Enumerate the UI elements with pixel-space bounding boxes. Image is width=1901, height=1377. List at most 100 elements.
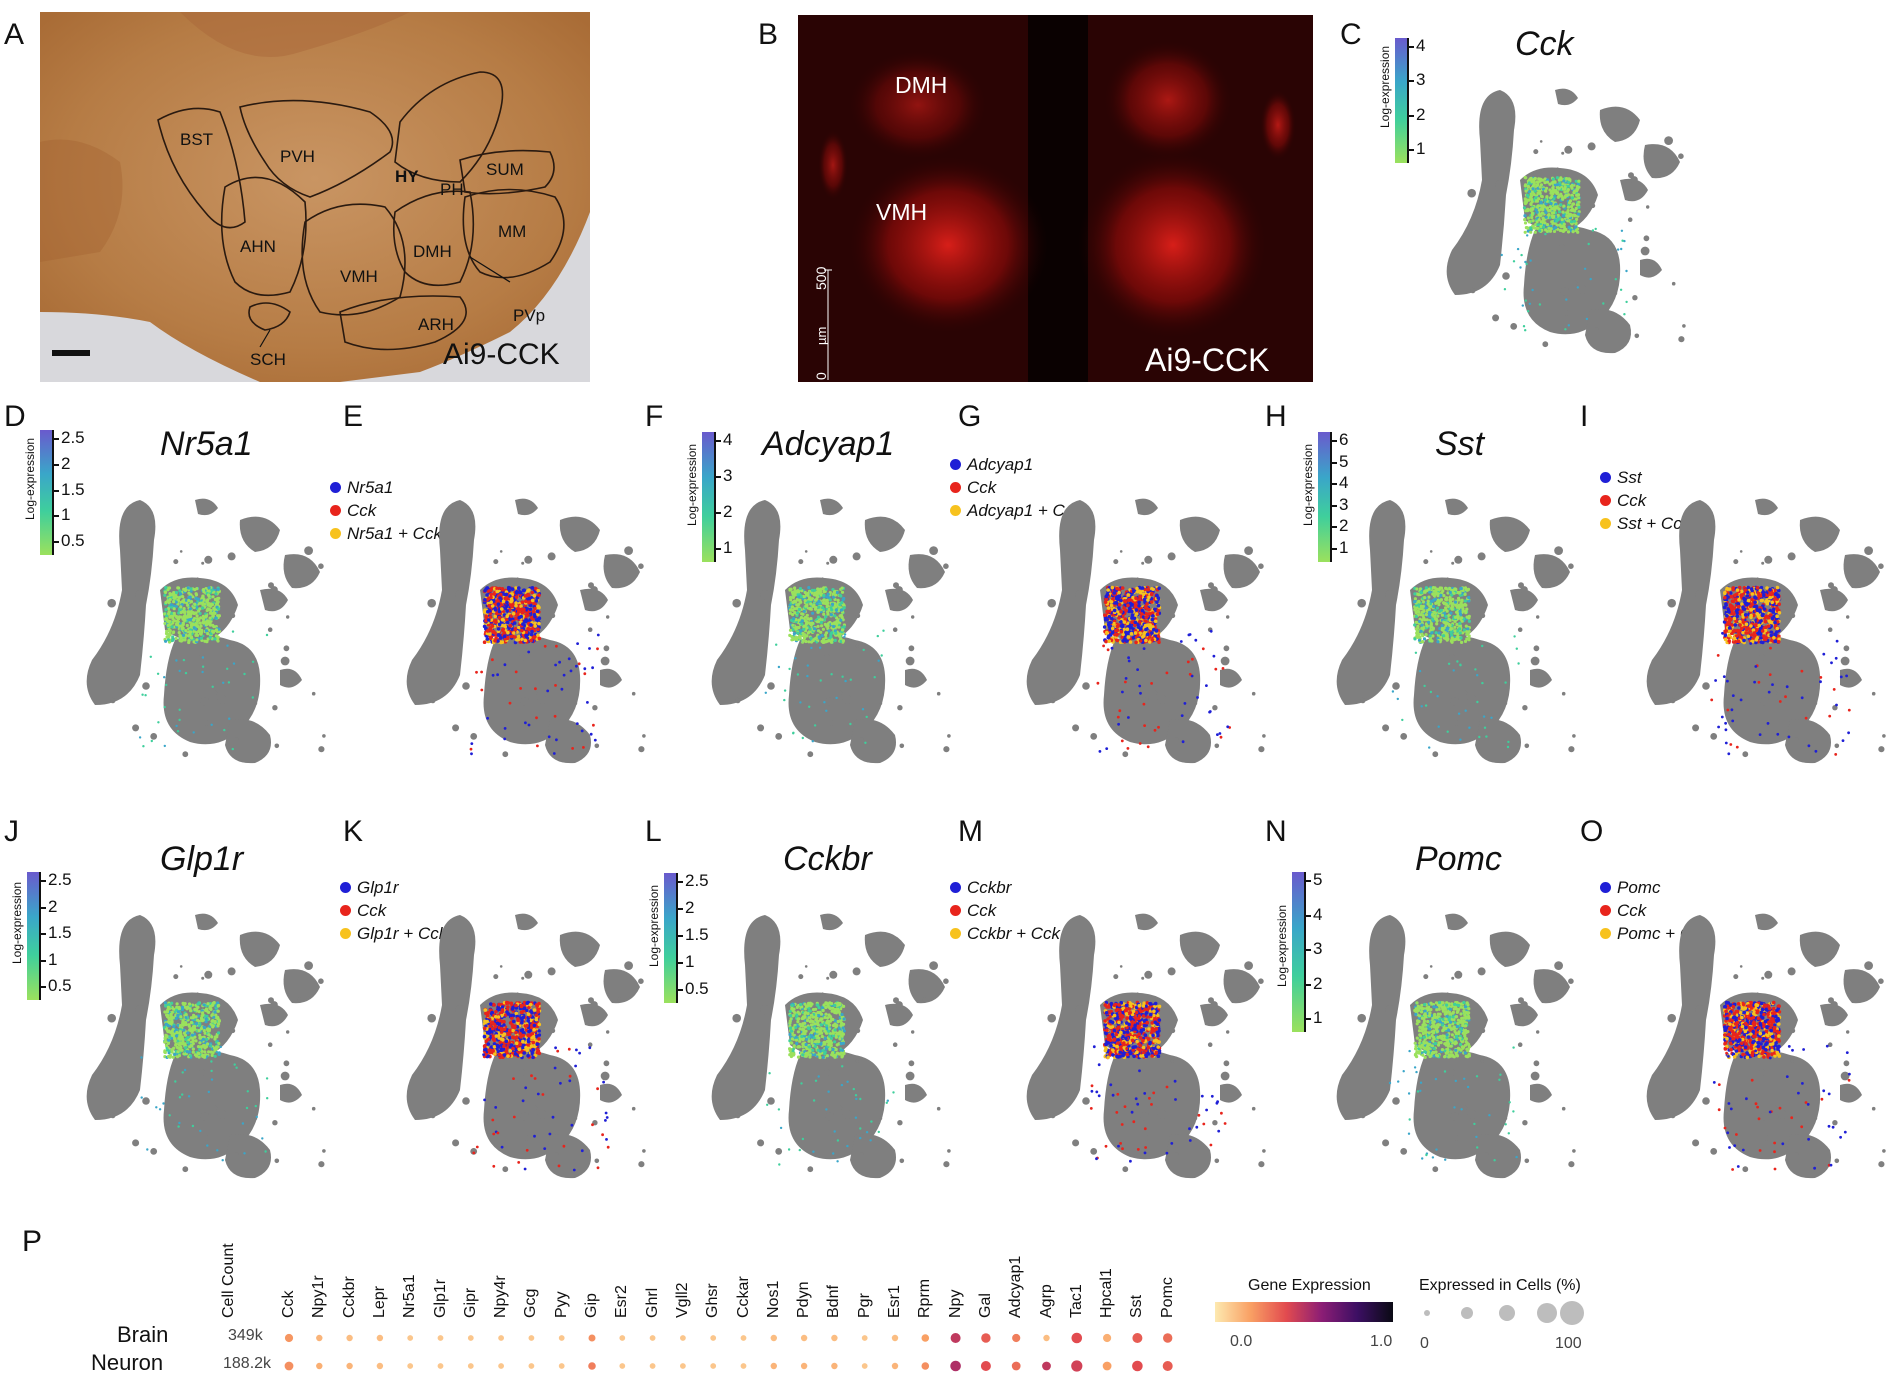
panel-letter-h: H bbox=[1265, 400, 1287, 433]
legend-label: Cck bbox=[1617, 900, 1647, 920]
dotplot-gene-label: Esr2 bbox=[613, 1285, 631, 1318]
umap-overlay-nr5a1 bbox=[406, 498, 646, 764]
umap-feature-sst bbox=[1336, 498, 1576, 764]
colorbar-tick-label: 2 bbox=[685, 898, 695, 917]
legend-entry: Cck bbox=[340, 899, 447, 922]
region-ph bbox=[394, 71, 504, 183]
legend-label: Cck bbox=[347, 500, 377, 520]
label-mm: MM bbox=[498, 222, 526, 241]
overlay-legend: Adcyap1 Cck Adcyap1 + Cck bbox=[950, 453, 1082, 522]
dotplot-dot bbox=[316, 1362, 323, 1370]
legend-label: Nr5a1 bbox=[347, 477, 394, 497]
legend-label: Cck bbox=[967, 900, 997, 920]
legend-entry: Nr5a1 + Cck bbox=[330, 522, 442, 545]
colorbar-tick-mark bbox=[678, 881, 683, 883]
colorbar-title: Log-expression bbox=[10, 882, 24, 965]
dotplot-marks bbox=[284, 1332, 1173, 1372]
dotplot-dot bbox=[1043, 1334, 1050, 1342]
colorbar-tick-label: 5 bbox=[1313, 870, 1323, 889]
colorbar-tick-label: 2 bbox=[723, 502, 733, 521]
legend-entry: Adcyap1 + Cck bbox=[950, 499, 1082, 522]
dotplot-dot bbox=[831, 1334, 838, 1342]
colorbar-tick-label: 4 bbox=[1416, 36, 1426, 55]
legend-dot bbox=[1600, 882, 1611, 893]
histology-image: BST PVH HY PH SUM AHN VMH DMH MM ARH SCH… bbox=[40, 12, 590, 382]
colorbar-tick-label: 2 bbox=[61, 453, 71, 473]
colorbar-tick-label: 0.5 bbox=[61, 531, 85, 550]
colorbar-tick-mark bbox=[1306, 949, 1311, 951]
umap-feature-glp1r bbox=[86, 913, 326, 1179]
dotplot-dot bbox=[921, 1362, 930, 1370]
dotplot-dot bbox=[528, 1363, 535, 1369]
dotplot-gene-label: Gipr bbox=[461, 1287, 479, 1318]
dotplot-gene-label: Npy4r bbox=[492, 1275, 510, 1318]
label-ai9-cck-a: Ai9-CCK bbox=[443, 338, 560, 371]
colorbar-tick-mark bbox=[1332, 483, 1337, 486]
row-count-brain: 349k bbox=[228, 1327, 263, 1344]
panel-letter-k: K bbox=[343, 815, 364, 848]
colorbar-pomc bbox=[1292, 872, 1304, 1032]
label-vmh-b: VMH bbox=[876, 199, 927, 225]
colorbar-tick-label: 5 bbox=[1339, 451, 1349, 471]
colorbar-tick-label: 2 bbox=[1313, 973, 1323, 993]
umap-overlay-glp1r bbox=[406, 913, 646, 1179]
dotplot-gene-label: Ghsr bbox=[704, 1283, 722, 1318]
dotplot-dot bbox=[407, 1363, 414, 1369]
overlay-legend: Cckbr Cck Cckbr + Cck bbox=[950, 876, 1060, 945]
scale-bar bbox=[52, 350, 90, 356]
colorbar-glp1r bbox=[27, 872, 39, 1000]
legend-label: Cckbr + Cck bbox=[967, 923, 1061, 943]
colorbar-tick-mark bbox=[678, 935, 683, 937]
panel-letter-i: I bbox=[1580, 400, 1589, 433]
label-dmh: DMH bbox=[413, 242, 452, 261]
expr-legend-gradient bbox=[1215, 1302, 1393, 1322]
dotplot-dot bbox=[980, 1361, 991, 1371]
dotplot-dot bbox=[1163, 1333, 1173, 1343]
panel-letter-l: L bbox=[645, 815, 662, 848]
panel-letter-d: D bbox=[4, 400, 26, 433]
dotplot-dot bbox=[950, 1333, 961, 1343]
colorbar-tick-mark bbox=[1306, 914, 1311, 917]
region-dmh bbox=[392, 190, 475, 287]
colorbar-tick-label: 4 bbox=[1313, 904, 1323, 924]
legend-entry: Cck bbox=[950, 899, 1060, 922]
colorbar-tick-mark bbox=[54, 515, 59, 518]
colorbar-tick-label: 1.5 bbox=[61, 479, 85, 499]
legend-entry: Pomc bbox=[1600, 876, 1709, 899]
colorbar-tick-label: 1 bbox=[61, 505, 71, 525]
legend-label: Cck bbox=[357, 900, 387, 920]
colorbar-tick-mark bbox=[41, 880, 46, 882]
colorbar-title: Log-expression bbox=[1301, 443, 1315, 526]
dotplot-dot bbox=[740, 1363, 747, 1369]
dotplot-dot bbox=[467, 1363, 474, 1369]
scale-unit: µm bbox=[814, 327, 829, 345]
legend-label: Pomc bbox=[1617, 877, 1661, 897]
dotplot-dot bbox=[770, 1334, 777, 1342]
colorbar-tick-label: 2.5 bbox=[685, 871, 709, 890]
colorbar-tick-label: 4 bbox=[1339, 473, 1349, 493]
feature-title-nr5a1: Nr5a1 bbox=[160, 425, 253, 463]
legend-entry: Sst + Cck bbox=[1600, 512, 1690, 535]
dotplot-dot bbox=[1011, 1361, 1021, 1371]
legend-dot bbox=[330, 482, 341, 493]
legend-entry: Nr5a1 bbox=[330, 476, 442, 499]
umap-overlay-cckbr bbox=[1026, 913, 1266, 1179]
label-sch: SCH bbox=[250, 350, 286, 369]
legend-label: Glp1r bbox=[357, 877, 399, 897]
colorbar-axis bbox=[676, 873, 678, 1003]
panel-letter-b: B bbox=[758, 18, 779, 51]
colorbar-tick-mark bbox=[54, 463, 59, 466]
dotplot-dot bbox=[1012, 1333, 1021, 1343]
row-label-brain: Brain bbox=[117, 1322, 169, 1347]
dotplot-gene-label: Bdnf bbox=[825, 1285, 843, 1318]
colorbar-tick-label: 1 bbox=[723, 538, 733, 557]
label-ahn: AHN bbox=[240, 237, 276, 256]
dotplot-dot bbox=[1071, 1332, 1083, 1344]
dotplot-gene-label: Npy bbox=[946, 1289, 964, 1318]
label-arh: ARH bbox=[418, 315, 454, 334]
colorbar-tick-label: 0.5 bbox=[685, 979, 709, 998]
dotplot-dot bbox=[921, 1334, 930, 1342]
panel-letter-a: A bbox=[4, 18, 25, 51]
dotplot-dot bbox=[891, 1334, 899, 1342]
dotplot-dot bbox=[800, 1362, 808, 1370]
